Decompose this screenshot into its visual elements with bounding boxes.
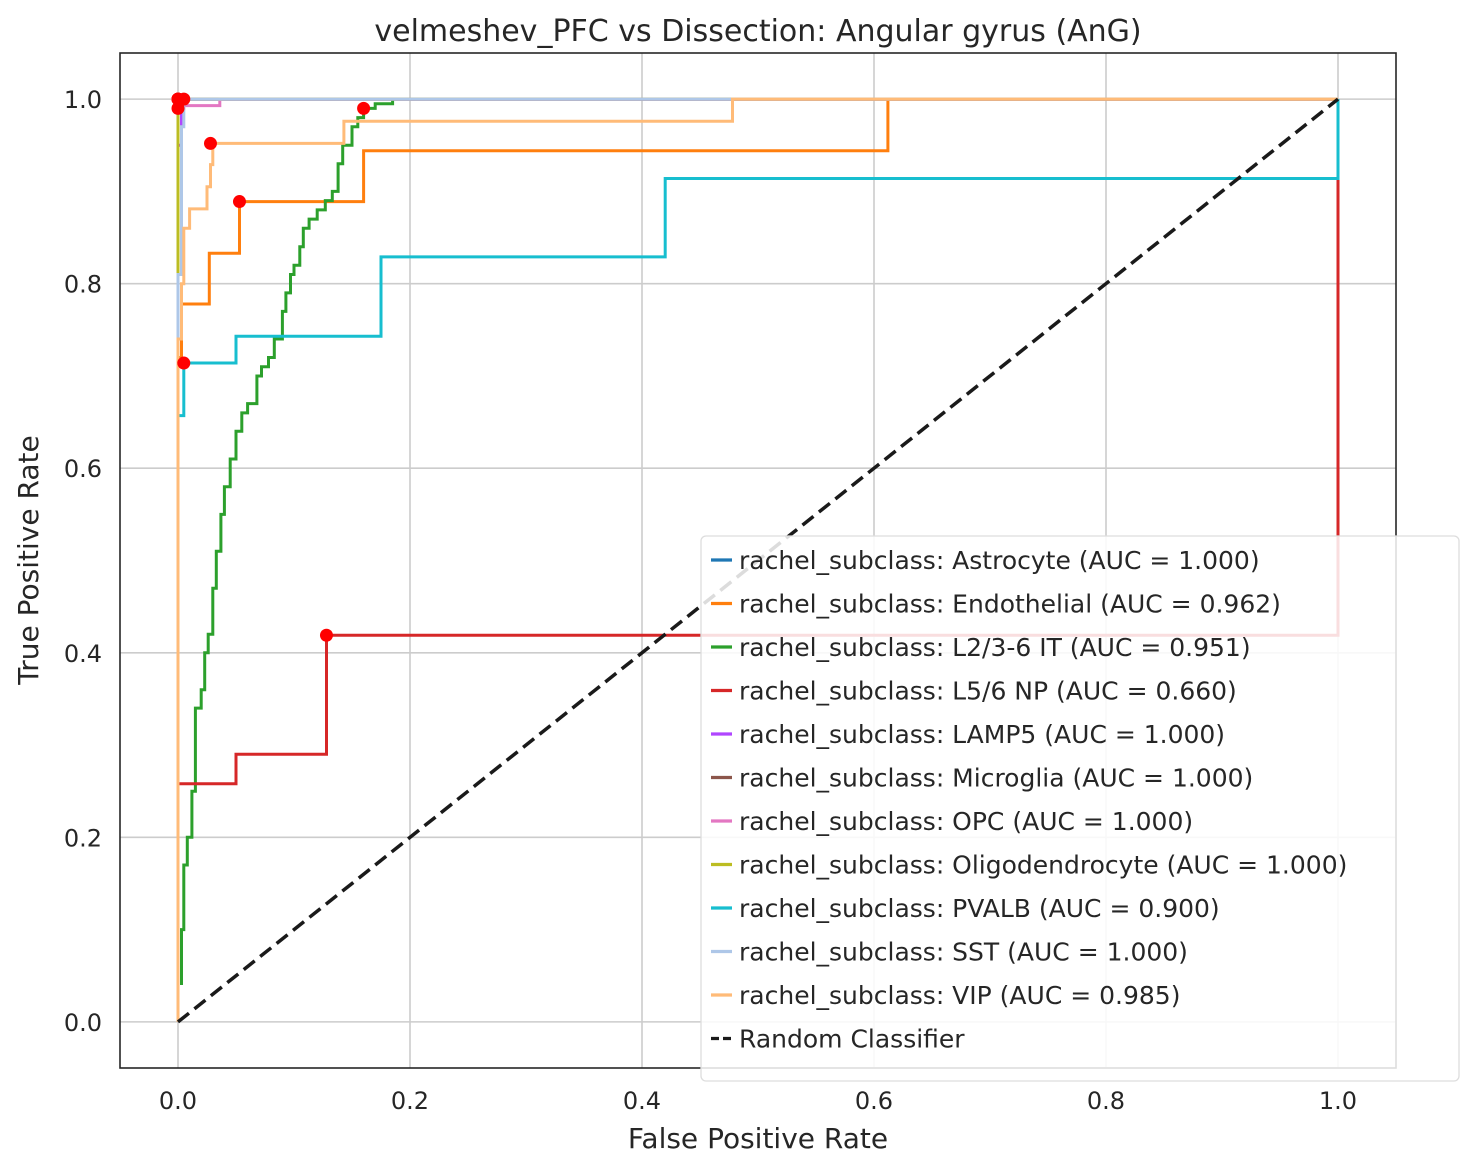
legend-entry: rachel_subclass: Astrocyte (AUC = 1.000) <box>739 546 1260 575</box>
optimal-point-sst <box>177 92 191 106</box>
legend-entry: rachel_subclass: PVALB (AUC = 0.900) <box>739 894 1220 923</box>
legend-entry: rachel_subclass: L5/6 NP (AUC = 0.660) <box>739 677 1237 706</box>
x-tick-label: 0.6 <box>855 1087 893 1115</box>
y-tick-label: 0.6 <box>64 455 102 483</box>
legend-entry: rachel_subclass: LAMP5 (AUC = 1.000) <box>739 720 1225 749</box>
y-tick-label: 0.2 <box>64 824 102 852</box>
legend-entry: rachel_subclass: SST (AUC = 1.000) <box>739 938 1188 967</box>
y-tick-label: 0.0 <box>64 1009 102 1037</box>
legend-entry: rachel_subclass: L2/3-6 IT (AUC = 0.951) <box>739 633 1251 662</box>
legend-box <box>700 535 1460 1082</box>
legend-entry: rachel_subclass: Endothelial (AUC = 0.96… <box>739 590 1281 619</box>
y-axis-label: True Positive Rate <box>12 435 45 685</box>
legend-entry: rachel_subclass: Microglia (AUC = 1.000) <box>739 764 1253 793</box>
chart-title: velmeshev_PFC vs Dissection: Angular gyr… <box>374 14 1141 49</box>
x-axis-label: False Positive Rate <box>628 1122 888 1155</box>
optimal-point-l2-3-6-it <box>357 101 371 115</box>
roc-curve-l2-3-6-it <box>180 99 395 985</box>
optimal-point-endothelial <box>232 195 246 209</box>
legend-entry: rachel_subclass: OPC (AUC = 1.000) <box>739 807 1193 836</box>
x-tick-label: 0.0 <box>159 1087 197 1115</box>
roc-curve-vip <box>176 97 1338 1022</box>
x-tick-label: 1.0 <box>1319 1087 1357 1115</box>
legend-entry: rachel_subclass: Oligodendrocyte (AUC = … <box>739 851 1347 880</box>
y-tick-label: 1.0 <box>64 86 102 114</box>
optimal-point-l5-6-np <box>319 628 333 642</box>
x-tick-label: 0.8 <box>1087 1087 1125 1115</box>
roc-curve-pvalb <box>176 99 1340 1022</box>
optimal-point-vip <box>203 136 217 150</box>
legend-entry: Random Classifier <box>739 1025 965 1054</box>
optimal-point-pvalb <box>177 356 191 370</box>
optimal-point-markers <box>171 92 371 642</box>
x-tick-label: 0.2 <box>391 1087 429 1115</box>
legend-entry: rachel_subclass: VIP (AUC = 0.985) <box>739 981 1180 1010</box>
y-tick-label: 0.4 <box>64 640 102 668</box>
y-tick-label: 0.8 <box>64 271 102 299</box>
axis-ticks: 0.0 0.2 0.4 0.6 0.8 1.0 0.0 0.2 0.4 0.6 0.8 1.0 <box>64 86 1357 1115</box>
x-tick-label: 0.4 <box>623 1087 661 1115</box>
legend: rachel_subclass: Astrocyte (AUC = 1.000)… <box>700 535 1460 1082</box>
